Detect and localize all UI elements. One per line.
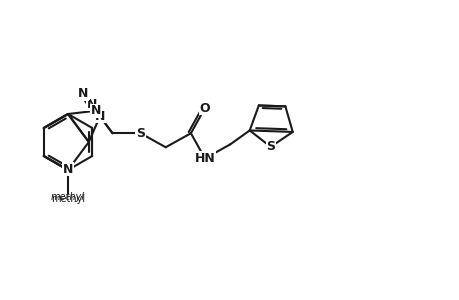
Text: N: N (79, 86, 89, 99)
Text: S: S (136, 127, 145, 140)
Text: S: S (266, 140, 274, 153)
Text: methyl: methyl (51, 192, 85, 202)
Text: O: O (199, 101, 210, 115)
Text: N: N (63, 163, 73, 176)
Text: N: N (95, 109, 106, 122)
Text: methyl: methyl (51, 194, 85, 204)
Text: N: N (78, 87, 88, 100)
Text: HN: HN (194, 152, 215, 165)
Text: N: N (90, 104, 101, 117)
Text: N: N (86, 98, 96, 111)
Text: N: N (95, 110, 105, 123)
